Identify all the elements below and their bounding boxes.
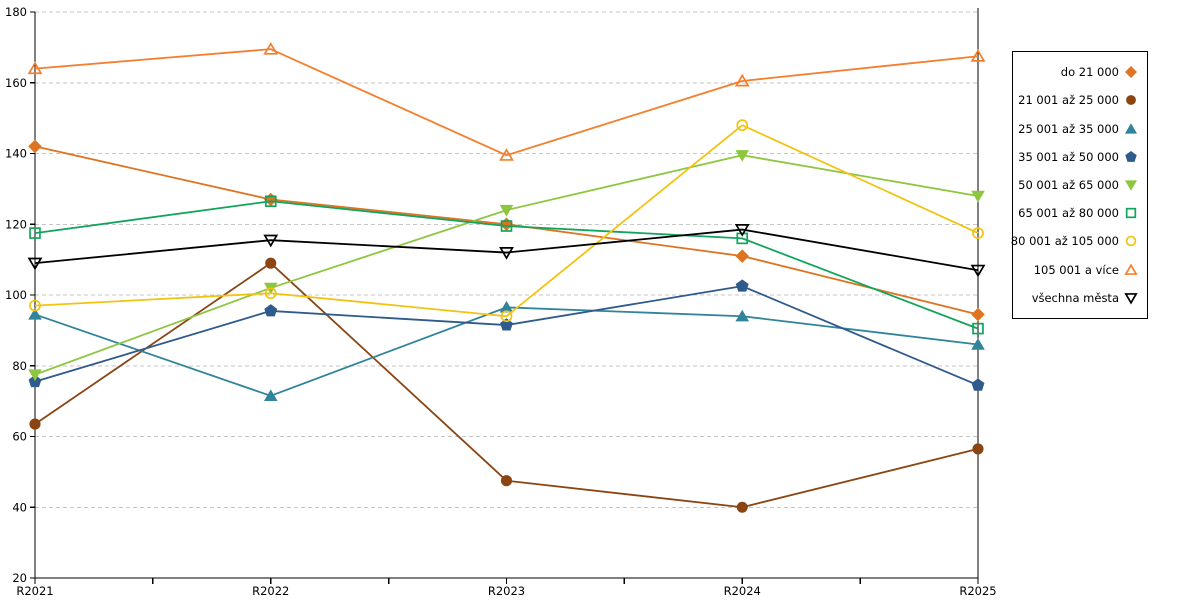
legend-item-label: do 21 000	[1060, 65, 1119, 80]
y-axis-tick-label: 20	[12, 571, 27, 585]
y-axis-tick-label: 40	[12, 500, 27, 514]
legend-item-label: 50 001 až 65 000	[1018, 177, 1119, 192]
legend-item: 21 001 až 25 000	[1013, 93, 1147, 107]
series-3	[28, 279, 985, 391]
legend-item-label: 80 001 až 105 000	[1010, 234, 1119, 249]
pentagon-icon	[1124, 150, 1138, 164]
legend-item: 65 001 až 80 000	[1013, 206, 1147, 220]
legend-item-label: všechna města	[1031, 290, 1119, 305]
legend: do 21 000 21 001 až 25 000 25 001 až 35 …	[1010, 51, 1148, 319]
legend-item: 80 001 až 105 000	[1010, 234, 1147, 249]
y-axis-tick-label: 160	[5, 76, 27, 90]
series-1	[29, 257, 984, 513]
triangle-up-outline-icon	[1124, 263, 1138, 277]
legend-item: 105 001 a více	[1013, 263, 1147, 277]
axes: 20 40 60 80 100 120 140 160 180 R2021 R2022 R2023 R2…	[5, 5, 997, 598]
legend-item: 35 001 až 50 000	[1013, 150, 1147, 164]
x-axis-tick-label: R2021	[16, 584, 53, 598]
series-8	[27, 224, 986, 278]
legend-item: všechna města	[1013, 291, 1147, 305]
y-axis-tick-label: 140	[5, 147, 27, 161]
series-2	[28, 300, 985, 401]
x-axis-tick-label: R2024	[724, 584, 761, 598]
series-4	[28, 150, 985, 382]
diamond-icon	[1124, 65, 1138, 79]
legend-item: 50 001 až 65 000	[1013, 178, 1147, 192]
series-5	[29, 195, 984, 335]
triangle-down-outline-icon	[1124, 291, 1138, 305]
legend-item-label: 65 001 až 80 000	[1018, 206, 1119, 221]
y-axis-tick-label: 80	[12, 359, 27, 373]
series-7	[27, 41, 986, 161]
x-axis-tick-label: R2022	[252, 584, 289, 598]
circle-outline-icon	[1124, 234, 1138, 248]
legend-item: do 21 000	[1013, 65, 1147, 79]
legend-item: 25 001 až 35 000	[1013, 122, 1147, 136]
y-axis-tick-label: 60	[12, 430, 27, 444]
square-outline-icon	[1124, 206, 1138, 220]
y-axis-tick-label: 100	[5, 288, 27, 302]
triangle-up-icon	[1124, 122, 1138, 136]
legend-item-label: 25 001 až 35 000	[1018, 121, 1119, 136]
triangle-down-icon	[1124, 178, 1138, 192]
x-axis-tick-label: R2023	[488, 584, 525, 598]
legend-item-label: 105 001 a více	[1033, 262, 1119, 277]
series-6	[29, 119, 984, 323]
legend-item-label: 35 001 až 50 000	[1018, 149, 1119, 164]
circle-icon	[1124, 93, 1138, 107]
legend-item-label: 21 001 až 25 000	[1018, 93, 1119, 108]
y-axis-tick-label: 180	[5, 5, 27, 19]
y-axis-tick-label: 120	[5, 217, 27, 231]
x-axis-tick-label: R2025	[959, 584, 996, 598]
